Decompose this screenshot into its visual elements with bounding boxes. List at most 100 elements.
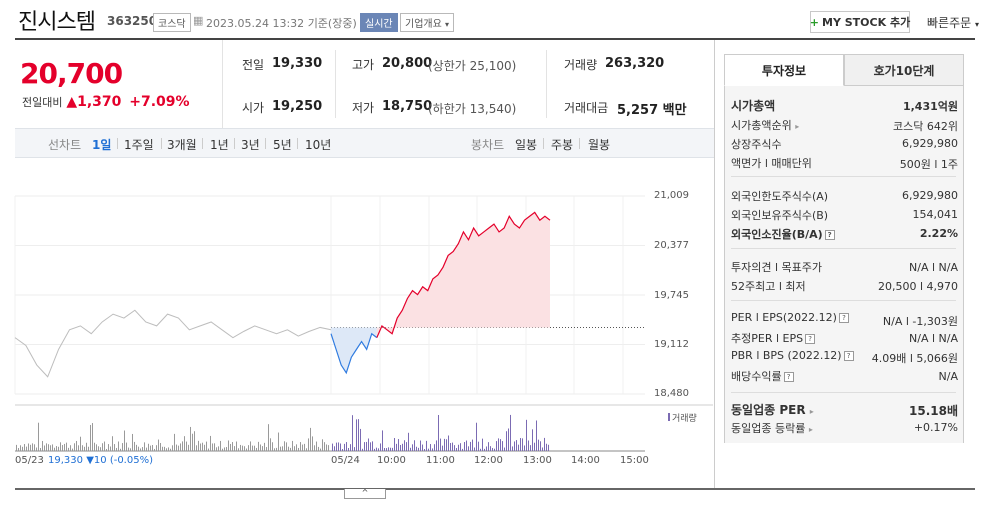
volume-bar: [418, 447, 419, 451]
tab-investment-info[interactable]: 투자정보: [724, 54, 844, 86]
volume-bar: [108, 444, 109, 451]
amount-value: 5,257 백만: [617, 103, 687, 118]
tab-divider: [234, 138, 235, 149]
volume-bar: [248, 445, 249, 451]
volume-bar: [96, 444, 97, 451]
volume-bar: [72, 448, 73, 451]
foreign-ratio-value: 2.22%: [919, 227, 958, 240]
x-tick-label: 14:00: [571, 455, 600, 466]
tab-10year[interactable]: 10년: [305, 138, 332, 152]
volume-bar: [448, 435, 449, 451]
calendar-icon: ▦: [193, 14, 204, 27]
volume-bar: [202, 442, 203, 451]
volume-bar: [380, 443, 381, 451]
volume-bar: [184, 436, 185, 451]
tab-daily-candle[interactable]: 일봉: [515, 138, 538, 152]
volume-bar: [322, 439, 323, 451]
volume-bar: [450, 443, 451, 451]
volume-bar: [542, 447, 543, 451]
volume-bar: [56, 446, 57, 451]
volume-bar: [98, 446, 99, 451]
volume-bar: [516, 440, 517, 451]
help-icon[interactable]: ?: [838, 313, 849, 323]
volume-bar: [218, 446, 219, 451]
opinion-label: 투자의견 l 목표주가: [731, 261, 823, 274]
foreign-limit-value: 6,929,980: [902, 189, 958, 202]
tab-5year[interactable]: 5년: [273, 138, 292, 152]
volume-bar: [60, 442, 61, 451]
volume-bar: [352, 415, 353, 451]
section-divider: [731, 248, 956, 249]
volume-bar: [498, 438, 499, 451]
high-label: 고가: [352, 58, 375, 72]
tab-3month[interactable]: 3개월: [167, 138, 197, 152]
volume-bar: [490, 446, 491, 451]
volume-bar: [214, 443, 215, 451]
tab-1year[interactable]: 1년: [210, 138, 229, 152]
volume-bar: [494, 448, 495, 451]
tab-1week[interactable]: 1주일: [124, 138, 154, 152]
quick-order-link[interactable]: 빠른주문 ▾: [927, 16, 980, 30]
candle-chart-title: 봉차트: [471, 138, 505, 152]
tab-divider: [117, 138, 118, 149]
volume-bar: [316, 441, 317, 451]
x-tick-label: 12:00: [474, 455, 503, 466]
volume-bar: [274, 448, 275, 451]
realtime-badge[interactable]: 실시간: [360, 13, 398, 32]
volume-legend: 거래량: [668, 411, 697, 424]
volume-bar: [348, 448, 349, 451]
tab-weekly-candle[interactable]: 주봉: [551, 138, 574, 152]
lower-limit: (하한가 13,540): [428, 102, 517, 116]
help-icon[interactable]: ?: [805, 334, 816, 344]
volume-bar: [384, 447, 385, 451]
volume-bar: [308, 438, 309, 451]
volume-bar: [462, 448, 463, 451]
tab-orderbook[interactable]: 호가10단계: [844, 54, 964, 86]
volume-bar: [246, 448, 247, 451]
volume-bar: [496, 441, 497, 451]
collapse-button[interactable]: ^: [344, 489, 386, 499]
volume-bar: [54, 447, 55, 451]
price-line-up: [376, 211, 551, 338]
help-icon[interactable]: ?: [824, 230, 835, 240]
help-icon[interactable]: ?: [843, 351, 854, 361]
help-icon[interactable]: ?: [783, 372, 794, 382]
market-cap-rank-value: 코스닥 642위: [893, 120, 958, 133]
volume-bar: [422, 444, 423, 451]
volume-bar: [120, 448, 121, 451]
tab-divider: [161, 138, 162, 149]
volume-bar: [444, 438, 445, 451]
volume-bar: [328, 445, 329, 451]
volume-bar: [412, 444, 413, 451]
x-tick-label: 13:00: [523, 455, 552, 466]
volume-bar: [478, 441, 479, 451]
volume-bar: [32, 443, 33, 451]
volume-bar: [170, 448, 171, 451]
industry-per-link[interactable]: 동일업종 PER ▸: [731, 403, 814, 417]
volume-bar: [208, 448, 209, 451]
volume-bar: [378, 448, 379, 451]
add-mystock-button[interactable]: + MY STOCK 추가: [810, 11, 910, 33]
volume-bar: [68, 447, 69, 451]
tab-1day[interactable]: 1일: [92, 138, 112, 152]
chevron-right-icon: ▸: [808, 425, 813, 434]
prev-day-summary: 19,330 ▼10 (-0.05%): [48, 455, 153, 466]
volume-bar: [468, 446, 469, 451]
company-overview-dropdown[interactable]: 기업개요 ▾: [400, 13, 455, 32]
volume-bar: [512, 446, 513, 451]
volume-bar: [318, 446, 319, 451]
tab-3year[interactable]: 3년: [241, 138, 260, 152]
market-cap-rank-link[interactable]: 시가총액순위 ▸: [731, 119, 800, 132]
y-tick-label: 21,009: [654, 190, 689, 201]
volume-bar: [58, 446, 59, 451]
volume-bar: [100, 447, 101, 451]
tab-monthly-candle[interactable]: 월봉: [588, 138, 611, 152]
volume-bar: [286, 442, 287, 451]
industry-change-link[interactable]: 동일업종 등락률 ▸: [731, 422, 813, 435]
price-chart[interactable]: [0, 158, 714, 458]
volume-bar: [388, 447, 389, 451]
volume-bar: [162, 446, 163, 451]
volume-bar: [26, 446, 27, 451]
volume-bar: [374, 448, 375, 451]
quote-divider: [546, 50, 547, 118]
